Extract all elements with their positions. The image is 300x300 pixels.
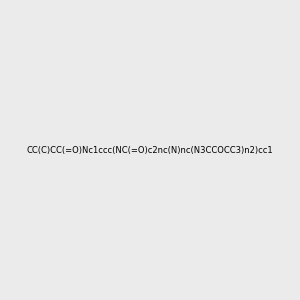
Text: CC(C)CC(=O)Nc1ccc(NC(=O)c2nc(N)nc(N3CCOCC3)n2)cc1: CC(C)CC(=O)Nc1ccc(NC(=O)c2nc(N)nc(N3CCOC… [27,146,273,154]
